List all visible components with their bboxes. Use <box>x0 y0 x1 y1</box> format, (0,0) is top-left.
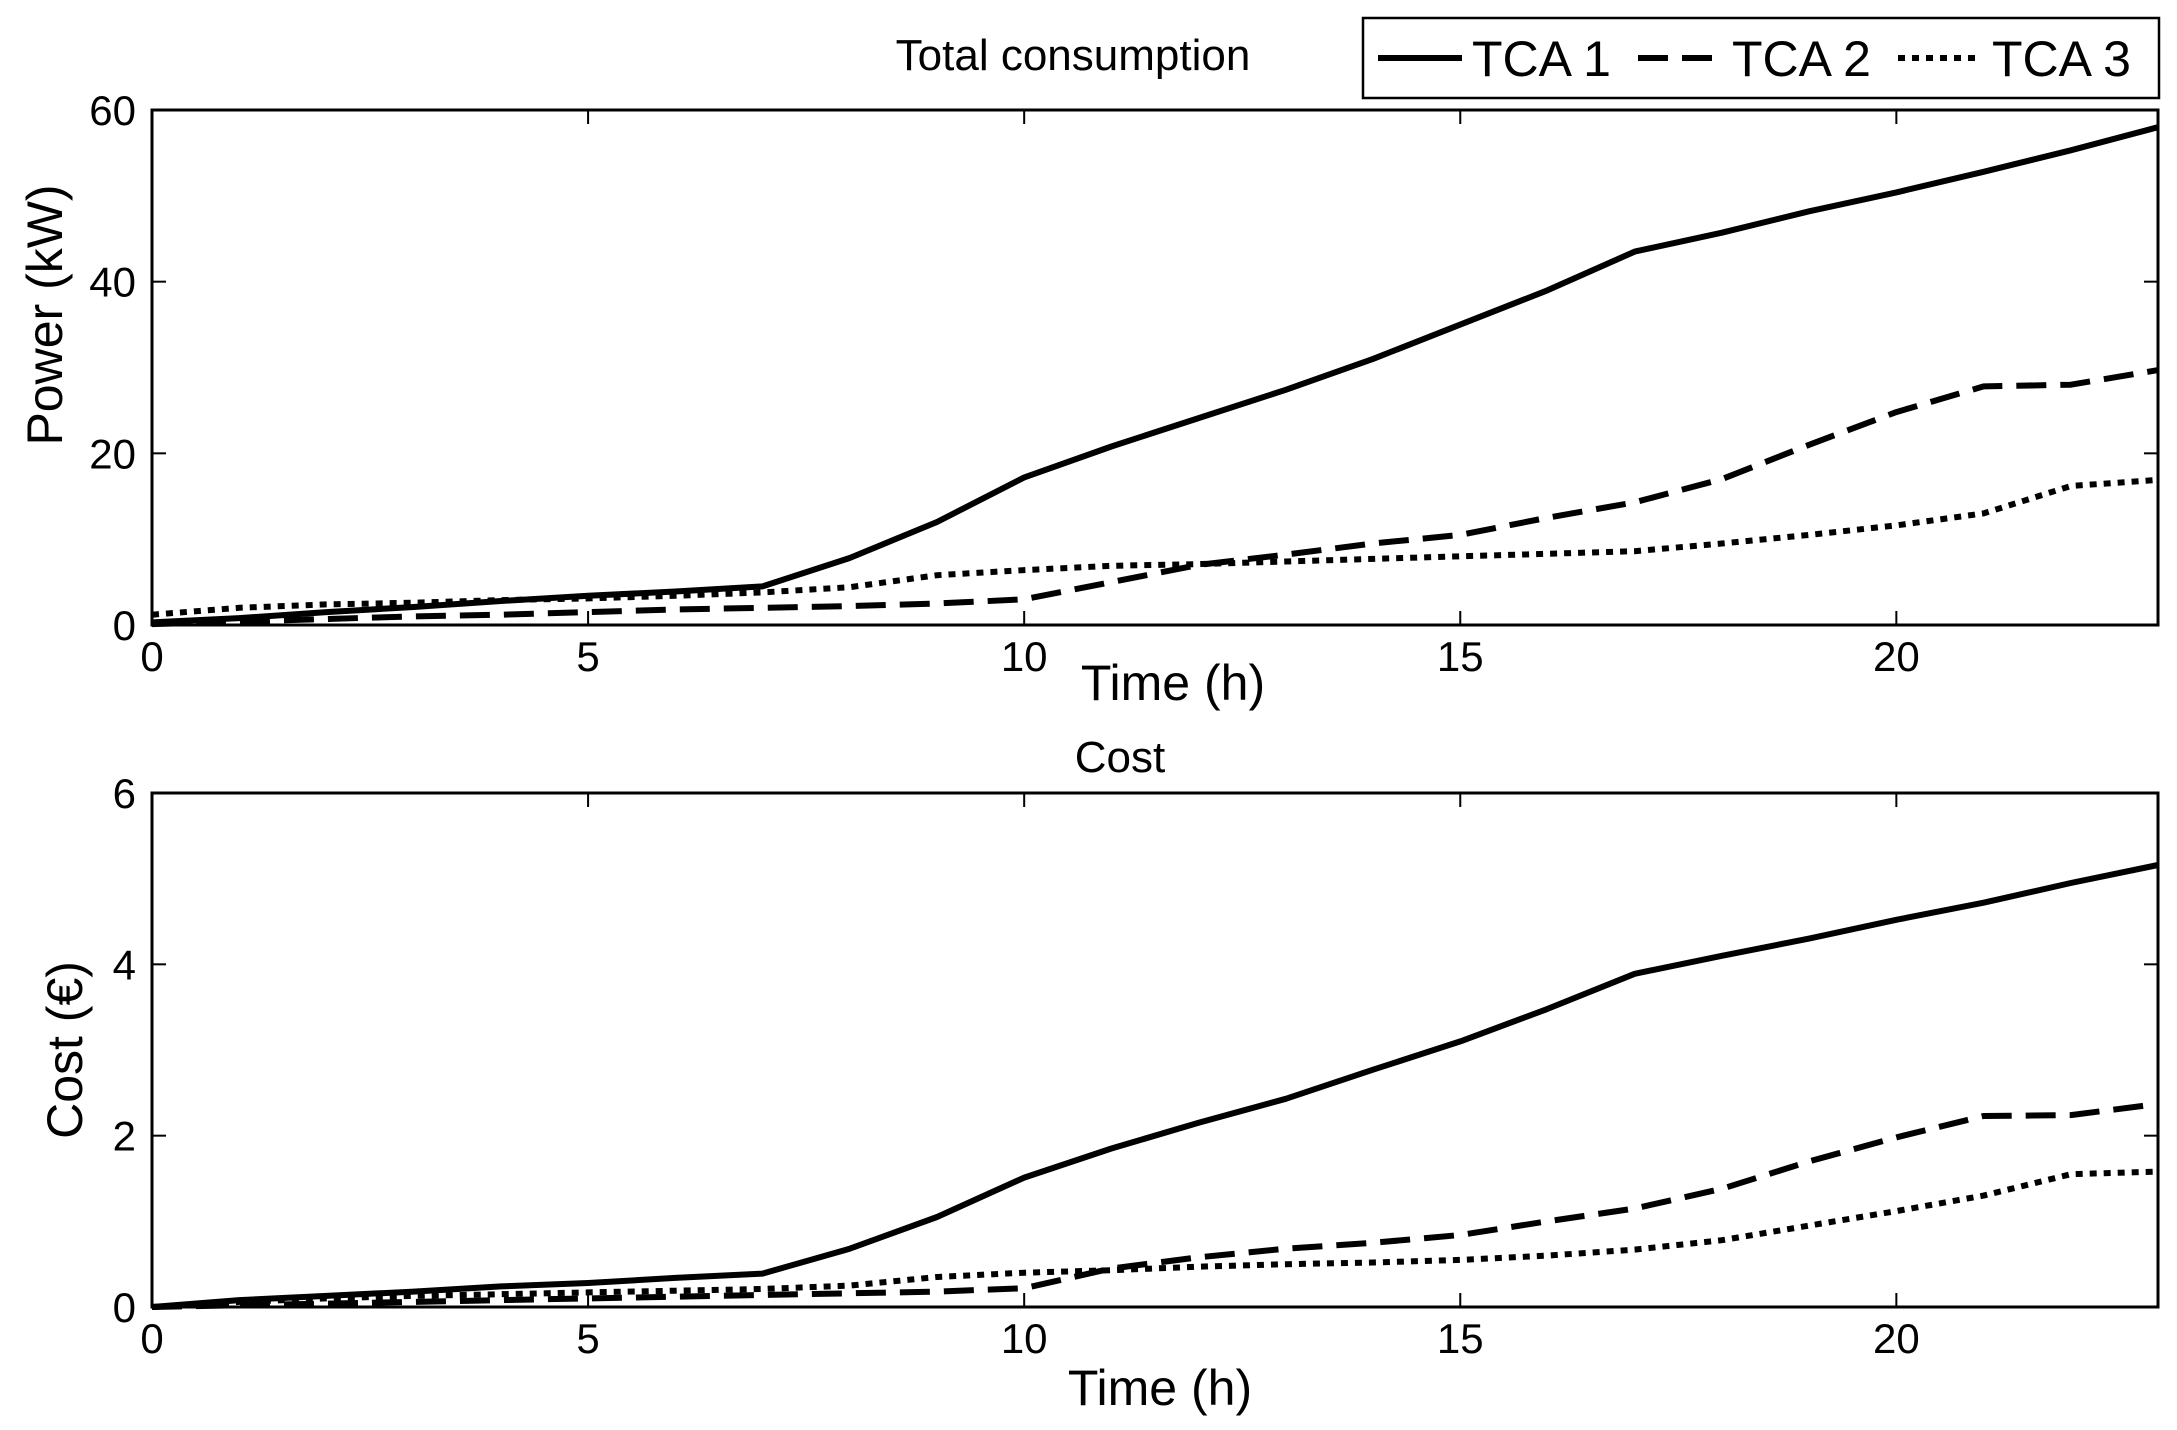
x-tick-label: 15 <box>1437 633 1484 680</box>
legend-label-2: TCA 2 <box>1732 31 1871 87</box>
x-tick-label: 5 <box>576 633 599 680</box>
y-tick-label: 2 <box>113 1113 136 1160</box>
power-plot-ylabel: Power (kW) <box>17 184 73 445</box>
x-tick-label: 0 <box>140 633 163 680</box>
x-tick-label: 10 <box>1001 1315 1048 1362</box>
x-tick-label: 20 <box>1873 633 1920 680</box>
series-line-3 <box>151 476 2159 618</box>
legend-label-1: TCA 1 <box>1472 31 1611 87</box>
legend-items: TCA 1 TCA 2 TCA 3 <box>1378 31 2131 87</box>
power-plot-ticks: 0 5 10 15 20 0 20 40 60 <box>89 87 2158 680</box>
legend: TCA 1 TCA 2 TCA 3 <box>1361 16 2161 100</box>
y-tick-label: 6 <box>113 770 136 817</box>
cost-plot-ylabel: Cost (€) <box>37 961 93 1139</box>
cost-plot: Cost Cost (€) Time (h) 0 5 10 15 20 0 2 4 6 <box>37 733 2160 1416</box>
cost-plot-axes-box <box>150 791 2160 1309</box>
power-plot-title: Total consumption <box>896 31 1251 80</box>
cost-plot-title: Cost <box>1075 733 1165 782</box>
power-plot: Total consumption Power (kW) Time (h) 0 5… <box>17 31 2160 711</box>
y-tick-label: 20 <box>89 430 136 477</box>
legend-box <box>1361 16 2161 100</box>
legend-label-3: TCA 3 <box>1992 31 2131 87</box>
power-plot-xlabel: Time (h) <box>1081 655 1265 711</box>
y-tick-label: 60 <box>89 87 136 134</box>
series-line-1 <box>151 862 2159 1310</box>
y-tick-label: 0 <box>113 1284 136 1331</box>
series-line-2 <box>151 367 2159 628</box>
power-plot-series <box>151 124 2159 628</box>
y-tick-label: 40 <box>89 259 136 306</box>
cost-plot-xlabel: Time (h) <box>1068 1360 1252 1416</box>
y-tick-label: 4 <box>113 941 136 988</box>
series-line-2 <box>151 1101 2159 1310</box>
x-tick-label: 5 <box>576 1315 599 1362</box>
x-tick-label: 0 <box>140 1315 163 1362</box>
x-tick-label: 10 <box>1001 633 1048 680</box>
x-tick-label: 20 <box>1873 1315 1920 1362</box>
power-plot-axes-box <box>150 108 2160 627</box>
cost-plot-series <box>151 862 2159 1310</box>
x-tick-label: 15 <box>1437 1315 1484 1362</box>
series-line-1 <box>151 124 2159 626</box>
y-tick-label: 0 <box>113 602 136 649</box>
cost-plot-ticks: 0 5 10 15 20 0 2 4 6 <box>113 770 2158 1362</box>
